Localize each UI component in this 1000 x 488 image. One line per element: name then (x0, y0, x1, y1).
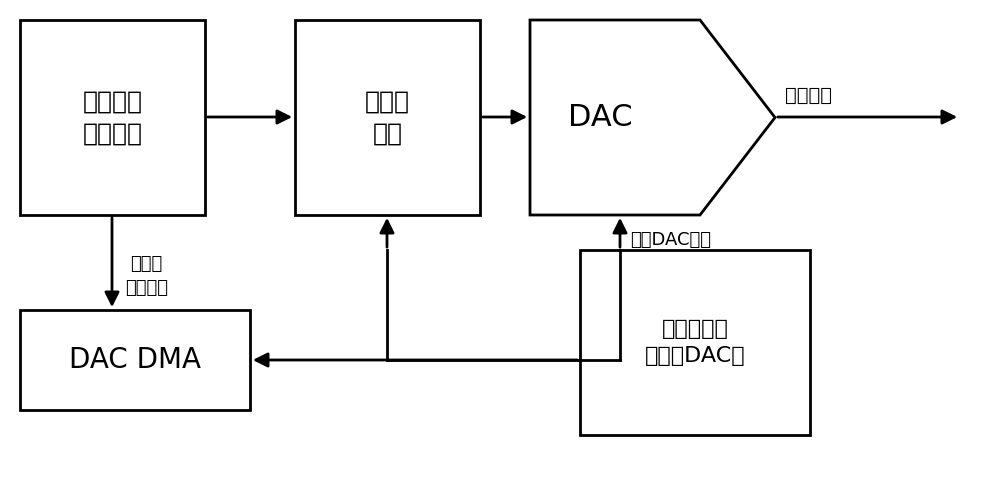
Bar (20, 310, 250, 410)
Bar (20, 20, 205, 215)
Text: DAC: DAC (568, 102, 632, 131)
Text: 数据缓
冲区: 数据缓 冲区 (365, 90, 410, 145)
Polygon shape (530, 20, 775, 215)
Text: 正弦波波
形存储器: 正弦波波 形存储器 (82, 90, 143, 145)
Bar (580, 250, 810, 435)
Text: 周期定时器
（用于DAC）: 周期定时器 （用于DAC） (645, 319, 745, 366)
Text: DAC DMA: DAC DMA (69, 346, 201, 374)
Text: 读取下
一个数据: 读取下 一个数据 (125, 255, 168, 297)
Text: 波形输出: 波形输出 (785, 85, 832, 104)
Bar (295, 20, 480, 215)
Text: 触发DAC更新: 触发DAC更新 (630, 231, 711, 249)
